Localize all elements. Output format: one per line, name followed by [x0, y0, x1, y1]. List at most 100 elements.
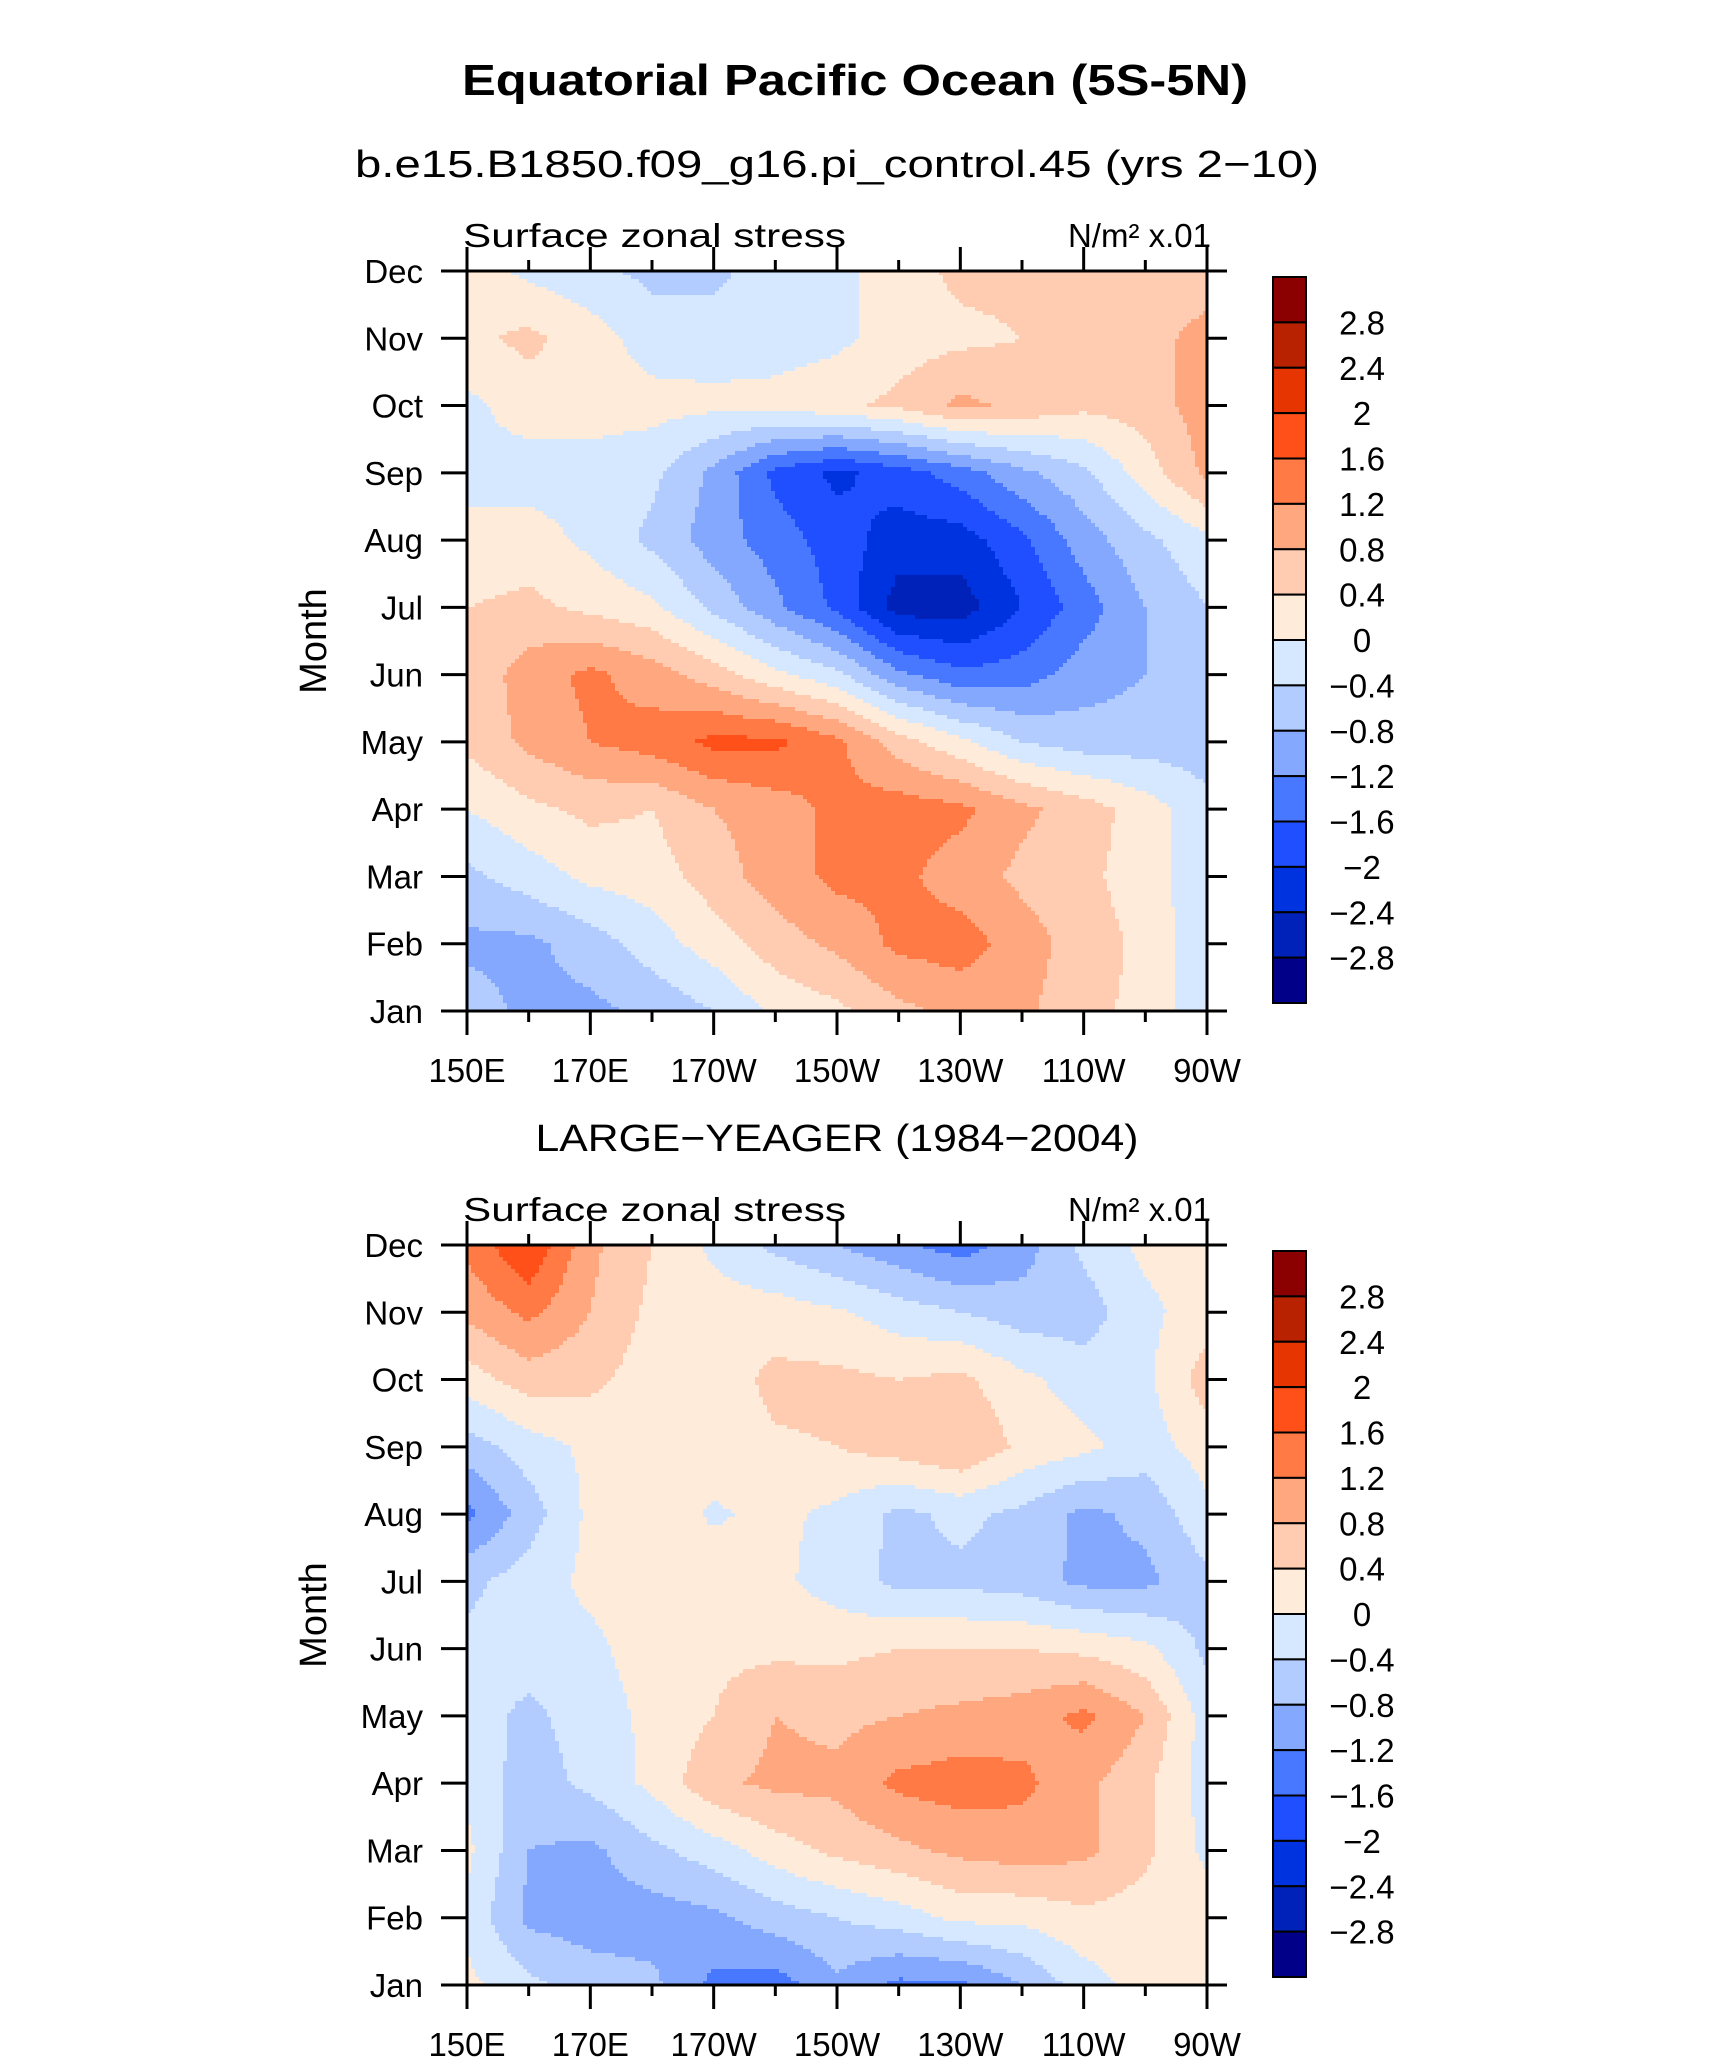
contour-fill	[1111, 903, 1172, 908]
contour-fill	[1007, 1949, 1076, 1954]
contour-fill	[1203, 1349, 1208, 1354]
contour-fill	[475, 759, 544, 764]
contour-fill	[619, 819, 660, 824]
contour-fill	[607, 671, 680, 676]
contour-fill	[467, 375, 656, 380]
contour-fill	[1195, 1389, 1208, 1394]
contour-fill	[1175, 1673, 1208, 1678]
contour-fill	[927, 859, 1012, 864]
contour-fill	[507, 1721, 552, 1726]
contour-fill	[967, 527, 1020, 532]
contour-fill	[663, 1893, 764, 1898]
contour-fill	[623, 339, 856, 344]
contour-fill	[1163, 1305, 1208, 1310]
contour-fill	[571, 1445, 840, 1450]
contour-fill	[1091, 519, 1136, 524]
contour-fill	[503, 1781, 572, 1786]
contour-fill	[1195, 1829, 1208, 1834]
contour-fill	[551, 1245, 576, 1250]
contour-fill	[503, 831, 664, 836]
contour-fill	[983, 1393, 1056, 1398]
contour-fill	[495, 983, 584, 988]
contour-fill	[795, 1941, 968, 1946]
contour-fill	[687, 675, 744, 680]
contour-fill	[835, 491, 844, 496]
contour-fill	[703, 743, 788, 748]
contour-fill	[507, 1345, 560, 1350]
contour-fill	[1175, 911, 1208, 916]
contour-fill	[467, 939, 544, 944]
contour-fill	[1195, 1393, 1208, 1398]
contour-fill	[467, 459, 676, 464]
contour-fill	[615, 1953, 816, 1958]
contour-fill	[739, 499, 780, 504]
contour-fill	[1139, 591, 1200, 596]
contour-fill	[979, 499, 1028, 504]
contour-fill	[579, 1497, 840, 1502]
contour-fill	[719, 459, 760, 464]
contour-fill	[1099, 1845, 1156, 1850]
contour-fill	[1191, 1813, 1208, 1818]
contour-fill	[679, 791, 792, 796]
contour-fill	[895, 579, 968, 584]
contour-fill	[979, 603, 1020, 608]
contour-fill	[1147, 655, 1208, 660]
contour-fill	[891, 1585, 1088, 1590]
contour-fill	[907, 703, 968, 708]
contour-fill	[507, 711, 584, 716]
contour-fill	[1075, 503, 1120, 508]
contour-fill	[715, 567, 768, 572]
contour-fill	[551, 1725, 632, 1730]
contour-fill	[1075, 1949, 1208, 1954]
contour-fill	[607, 1637, 1132, 1642]
contour-fill	[467, 1981, 484, 1986]
colorbar-box	[1272, 820, 1307, 868]
contour-fill	[891, 1293, 1100, 1298]
contour-fill	[959, 735, 1012, 740]
contour-fill	[839, 999, 904, 1004]
contour-field	[467, 271, 1208, 1012]
contour-fill	[811, 1909, 924, 1914]
contour-fill	[467, 435, 524, 440]
contour-fill	[1163, 1701, 1192, 1706]
contour-fill	[995, 1413, 1076, 1418]
contour-fill	[467, 1477, 484, 1482]
contour-fill	[759, 1757, 948, 1762]
contour-fill	[819, 1505, 1020, 1510]
contour-fill	[771, 479, 828, 484]
contour-fill	[747, 1885, 836, 1890]
contour-fill	[471, 1861, 500, 1866]
contour-fill	[779, 591, 824, 596]
contour-fill	[1075, 559, 1124, 564]
contour-fill	[467, 407, 492, 412]
contour-fill	[591, 1305, 640, 1310]
contour-fill	[1095, 623, 1148, 628]
contour-fill	[567, 811, 644, 816]
contour-fill	[699, 1861, 768, 1866]
contour-fill	[787, 739, 844, 744]
contour-fill	[1163, 467, 1200, 472]
contour-fill	[755, 999, 840, 1004]
contour-fill	[631, 1341, 964, 1346]
contour-fill	[467, 707, 508, 712]
contour-fill	[979, 635, 1040, 640]
contour-fill	[1007, 775, 1092, 780]
contour-fill	[963, 1857, 1088, 1862]
contour-fill	[899, 1457, 988, 1462]
contour-fill	[567, 971, 656, 976]
contour-fill	[843, 1365, 1016, 1370]
contour-fill	[583, 1517, 708, 1522]
contour-fill	[1003, 731, 1208, 736]
contour-fill	[795, 463, 884, 468]
contour-fill	[1159, 1393, 1196, 1398]
contour-fill	[535, 283, 644, 288]
contour-fill	[575, 979, 668, 984]
contour-fill	[739, 1881, 824, 1886]
contour-fill	[547, 1709, 632, 1714]
contour-fill	[511, 271, 624, 276]
contour-fill	[763, 559, 816, 564]
contour-fill	[1119, 979, 1176, 984]
contour-fill	[503, 1525, 540, 1530]
contour-fill	[1019, 759, 1160, 764]
contour-fill	[859, 579, 896, 584]
